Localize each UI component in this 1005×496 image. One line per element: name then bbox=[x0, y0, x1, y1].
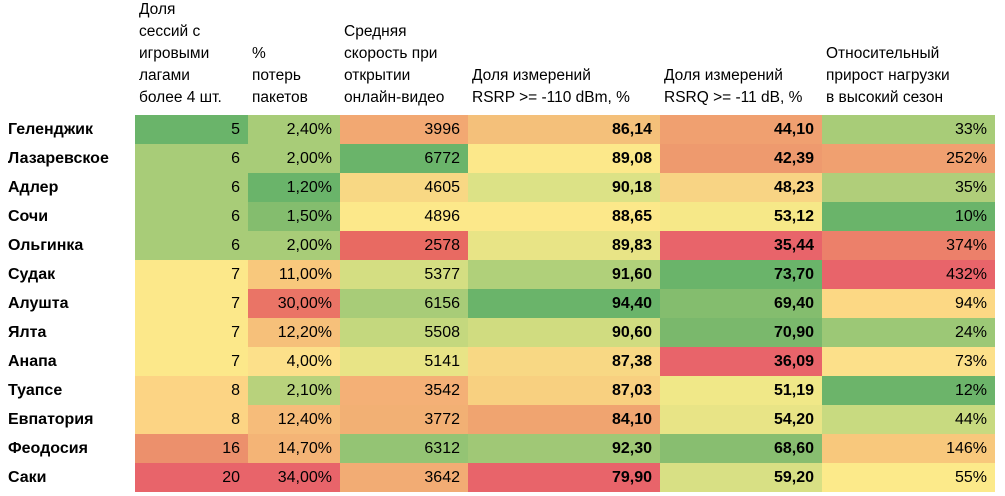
cell: 34,00% bbox=[248, 463, 340, 492]
row-label: Туапсе bbox=[8, 381, 63, 399]
cell: 3772 bbox=[340, 405, 468, 434]
cell: 7 bbox=[135, 347, 248, 376]
cell: 70,90 bbox=[660, 318, 822, 347]
row-label: Геленджик bbox=[8, 120, 94, 138]
cell: 88,65 bbox=[468, 202, 660, 231]
cell: 35,44 bbox=[660, 231, 822, 260]
cell: 7 bbox=[135, 318, 248, 347]
cell: 2,00% bbox=[248, 231, 340, 260]
cell: 2578 bbox=[340, 231, 468, 260]
cell: 6 bbox=[135, 144, 248, 173]
row-label: Лазаревское bbox=[8, 149, 109, 167]
cell: 3996 bbox=[340, 115, 468, 144]
column-header: Доля измерений RSRP >= -110 dBm, % bbox=[472, 67, 630, 106]
cell: 36,09 bbox=[660, 347, 822, 376]
row-label: Ялта bbox=[8, 323, 47, 341]
row-label: Анапа bbox=[8, 352, 57, 370]
column-header: Средняя скорость при открытии онлайн-вид… bbox=[344, 23, 445, 106]
cell: 68,60 bbox=[660, 434, 822, 463]
cell: 44,10 bbox=[660, 115, 822, 144]
cell: 48,23 bbox=[660, 173, 822, 202]
cell: 3542 bbox=[340, 376, 468, 405]
cell: 8 bbox=[135, 376, 248, 405]
cell: 146% bbox=[822, 434, 995, 463]
cell: 59,20 bbox=[660, 463, 822, 492]
row-label: Феодосия bbox=[8, 439, 88, 457]
cell: 5141 bbox=[340, 347, 468, 376]
row-label: Алушта bbox=[8, 294, 69, 312]
cell: 90,18 bbox=[468, 173, 660, 202]
cell: 12,20% bbox=[248, 318, 340, 347]
cell: 94% bbox=[822, 289, 995, 318]
cell: 432% bbox=[822, 260, 995, 289]
cell: 91,60 bbox=[468, 260, 660, 289]
cell: 89,83 bbox=[468, 231, 660, 260]
cell: 14,70% bbox=[248, 434, 340, 463]
cell: 5377 bbox=[340, 260, 468, 289]
cell: 10% bbox=[822, 202, 995, 231]
cell: 2,40% bbox=[248, 115, 340, 144]
row-label: Адлер bbox=[8, 178, 59, 196]
cell: 1,50% bbox=[248, 202, 340, 231]
cell: 12% bbox=[822, 376, 995, 405]
cell: 8 bbox=[135, 405, 248, 434]
row-label: Евпатория bbox=[8, 410, 94, 428]
cell: 1,20% bbox=[248, 173, 340, 202]
column-header: Относительный прирост нагрузки в высокий… bbox=[826, 45, 950, 106]
cell: 6312 bbox=[340, 434, 468, 463]
row-label: Ольгинка bbox=[8, 236, 84, 254]
row-label: Судак bbox=[8, 265, 56, 283]
cell: 7 bbox=[135, 260, 248, 289]
cell: 11,00% bbox=[248, 260, 340, 289]
cell: 20 bbox=[135, 463, 248, 492]
cell: 4896 bbox=[340, 202, 468, 231]
cell: 4,00% bbox=[248, 347, 340, 376]
cell: 4605 bbox=[340, 173, 468, 202]
cell: 7 bbox=[135, 289, 248, 318]
column-header: Доля сессий с игровыми лагами более 4 шт… bbox=[139, 1, 222, 106]
cell: 73,70 bbox=[660, 260, 822, 289]
column-header: Доля измерений RSRQ >= -11 dB, % bbox=[664, 67, 803, 106]
cell: 51,19 bbox=[660, 376, 822, 405]
cell: 5508 bbox=[340, 318, 468, 347]
cell: 252% bbox=[822, 144, 995, 173]
cell: 87,38 bbox=[468, 347, 660, 376]
cell: 87,03 bbox=[468, 376, 660, 405]
cell: 53,12 bbox=[660, 202, 822, 231]
row-label: Саки bbox=[8, 468, 47, 486]
cell: 30,00% bbox=[248, 289, 340, 318]
cell: 2,10% bbox=[248, 376, 340, 405]
cell: 374% bbox=[822, 231, 995, 260]
cell: 54,20 bbox=[660, 405, 822, 434]
cell: 6 bbox=[135, 173, 248, 202]
cell: 73% bbox=[822, 347, 995, 376]
cell: 6 bbox=[135, 231, 248, 260]
cell: 3642 bbox=[340, 463, 468, 492]
cell: 89,08 bbox=[468, 144, 660, 173]
cell: 86,14 bbox=[468, 115, 660, 144]
cell: 84,10 bbox=[468, 405, 660, 434]
cell: 90,60 bbox=[468, 318, 660, 347]
cell: 35% bbox=[822, 173, 995, 202]
cell: 42,39 bbox=[660, 144, 822, 173]
cell: 16 bbox=[135, 434, 248, 463]
cell: 44% bbox=[822, 405, 995, 434]
cell: 6 bbox=[135, 202, 248, 231]
cell: 24% bbox=[822, 318, 995, 347]
cell: 69,40 bbox=[660, 289, 822, 318]
cell: 6772 bbox=[340, 144, 468, 173]
cell: 55% bbox=[822, 463, 995, 492]
cell: 5 bbox=[135, 115, 248, 144]
row-label: Сочи bbox=[8, 207, 49, 225]
column-header: % потерь пакетов bbox=[252, 45, 308, 106]
cell: 79,90 bbox=[468, 463, 660, 492]
cell: 92,30 bbox=[468, 434, 660, 463]
cell: 12,40% bbox=[248, 405, 340, 434]
cell: 2,00% bbox=[248, 144, 340, 173]
cell: 6156 bbox=[340, 289, 468, 318]
cell: 94,40 bbox=[468, 289, 660, 318]
cell: 33% bbox=[822, 115, 995, 144]
